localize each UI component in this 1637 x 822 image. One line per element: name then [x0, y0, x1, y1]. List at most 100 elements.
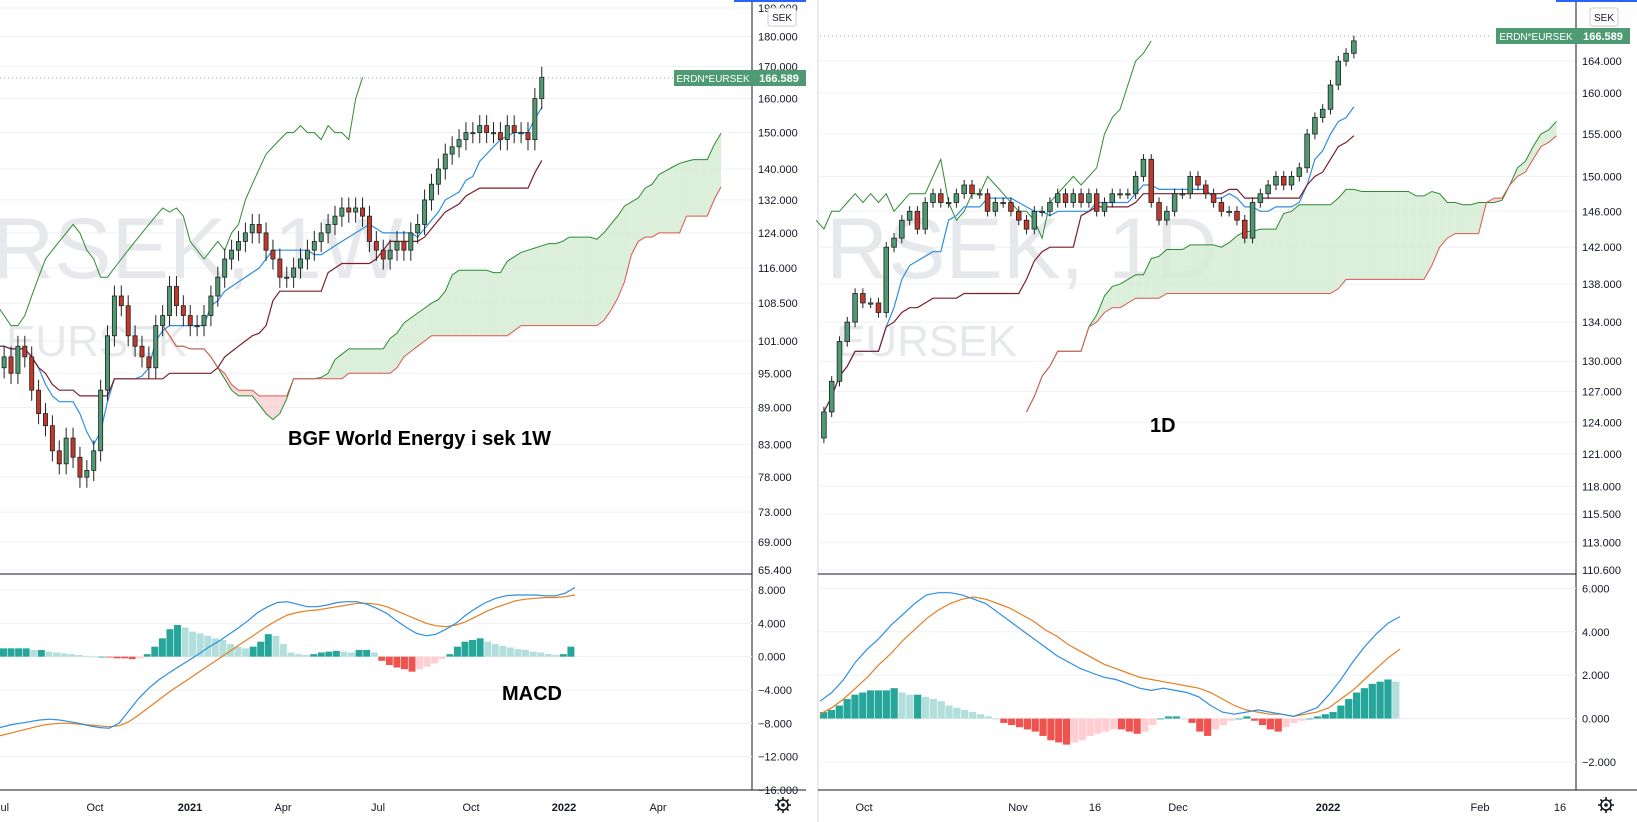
daily-macd-axis[interactable]: 6.000 4.000 2.000 0.000 −2.000 [1582, 583, 1616, 769]
daily-panel: RSEK, 1D EURSEK 1D 164.000160.000155.000… [815, 0, 1637, 822]
candle-body [497, 132, 503, 141]
macd-histogram-bar [491, 644, 499, 657]
macd-histogram-bar [1023, 718, 1032, 730]
macd-histogram-bar [835, 705, 843, 719]
cloud-segment [658, 170, 666, 233]
candle-body [1117, 193, 1123, 196]
candle-body [408, 232, 414, 251]
candle-body [139, 345, 145, 358]
daily-currency-badge[interactable] [1589, 7, 1619, 27]
chikou-span-line [815, 40, 1152, 240]
weekly-macd-axis[interactable]: 8.000 4.000 0.000 −4.000 −8.000 −12.000 −16.00… [758, 585, 798, 797]
cloud-segment [583, 237, 590, 326]
cloud-segment [1151, 256, 1159, 299]
cloud-segment [1470, 202, 1479, 234]
candle-body [828, 380, 835, 413]
macd-tick-label: 4.000 [1582, 627, 1610, 639]
candle-body [277, 258, 283, 278]
candle-body [49, 425, 55, 452]
cloud-segment [1431, 191, 1440, 266]
candle-body [1335, 60, 1342, 86]
macd-histogram-bar [1094, 718, 1102, 734]
weekly-currency-badge[interactable] [767, 7, 797, 27]
cloud-segment [1252, 229, 1261, 294]
cloud-segment [638, 188, 646, 242]
price-tick-label: 160.000 [1582, 88, 1622, 100]
macd-histogram-bar [1282, 718, 1290, 728]
price-tick-label: 89.000 [758, 403, 792, 415]
time-tick-label: Feb [1471, 802, 1490, 814]
candle-body [1296, 167, 1303, 177]
cloud-segment [245, 390, 253, 396]
cloud-segment [1166, 249, 1175, 294]
cloud-segment [631, 197, 639, 255]
macd-histogram-bar [1062, 718, 1071, 745]
macd-histogram-bar [1125, 718, 1133, 732]
macd-histogram-bar [242, 648, 250, 657]
macd-histogram-bar [105, 656, 113, 658]
cloud-segment [679, 161, 687, 233]
macd-histogram-bar [52, 652, 60, 657]
daily-watermark-symbol: EURSEK [836, 317, 1017, 366]
cloud-segment [1494, 198, 1502, 203]
cloud-segment [672, 163, 680, 233]
weekly-time-axis[interactable]: Jul Oct 2021 Apr Jul Oct 2022 Apr [0, 802, 667, 814]
macd-histogram-bar [469, 640, 477, 657]
daily-time-axis[interactable]: Oct Nov 16 Dec 2022 Feb 16 [855, 802, 1566, 814]
cloud-segment [610, 216, 618, 311]
cloud-segment [1377, 191, 1386, 280]
candle-body [1148, 158, 1154, 203]
price-tick-label: 115.500 [1582, 509, 1621, 521]
macd-histogram-bar [174, 625, 181, 657]
cloud-segment [472, 270, 480, 336]
time-tick-label: Apr [649, 802, 666, 814]
macd-histogram-bar [843, 699, 851, 719]
cloud-segment [431, 299, 439, 336]
candle-body [215, 276, 221, 297]
macd-histogram-bar [1164, 716, 1173, 719]
daily-grid [820, 60, 1576, 571]
cloud-segment [1127, 274, 1136, 303]
candle-body [29, 356, 35, 391]
macd-tick-label: 2.000 [1582, 670, 1610, 682]
price-tick-label: 160.000 [758, 94, 798, 106]
cloud-segment [1268, 229, 1276, 294]
macd-histogram-bar [1392, 681, 1400, 719]
weekly-last-price-tag [752, 70, 806, 86]
candle-body [518, 132, 524, 135]
cloud-segment [1291, 204, 1300, 294]
candle-body [1039, 210, 1045, 213]
macd-histogram-bar [1070, 718, 1079, 743]
candle-body [1226, 210, 1232, 213]
time-tick-label: 2021 [178, 802, 202, 814]
macd-histogram-bar [151, 646, 159, 657]
macd-signal-line [819, 596, 1401, 718]
weekly-symbol-tag [674, 70, 752, 86]
macd-histogram-bar [953, 707, 961, 719]
candle-body [1312, 117, 1318, 135]
daily-price-axis[interactable]: 164.000 160.000 155.000 150.000 146.000 142.0… [1582, 56, 1622, 577]
macd-histogram-bar [820, 712, 828, 719]
cloud-segment [576, 237, 584, 326]
macd-histogram-bar [340, 651, 348, 657]
macd-histogram-bar [1290, 718, 1298, 723]
kijun-sen-line [0, 160, 543, 397]
candle-body [1288, 175, 1295, 186]
cloud-segment [528, 248, 535, 326]
weekly-settings-icon[interactable] [775, 797, 791, 813]
macd-histogram-bar [898, 692, 906, 719]
weekly-last-price-value: 166.589 [759, 73, 799, 85]
macd-histogram-bar [1141, 718, 1149, 732]
candle-body [977, 193, 983, 196]
candle-body [922, 202, 928, 230]
cloud-segment [1392, 191, 1401, 280]
daily-settings-icon[interactable] [1598, 797, 1614, 813]
weekly-price-axis[interactable]: 190.000180.000170.000160.000150.000140.0… [758, 3, 798, 577]
cloud-segment [1159, 249, 1167, 299]
candle-body [401, 241, 407, 251]
time-tick-label: 16 [1554, 802, 1566, 814]
macd-histogram-bar [506, 647, 514, 657]
macd-histogram-bar [1015, 718, 1024, 728]
price-tick-label: 101.000 [758, 336, 798, 348]
candle-body [222, 258, 228, 278]
